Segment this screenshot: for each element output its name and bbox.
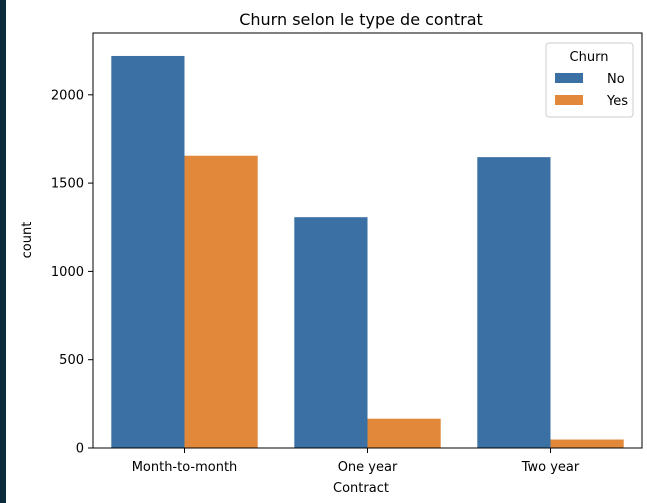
legend-items: No Yes: [555, 72, 628, 109]
chart-figure: Churn selon le type de contrat 0 500 1000 1…: [6, 0, 647, 503]
bar-no-1: [294, 217, 368, 448]
x-axis-label: Contract: [333, 481, 389, 496]
bars-group: [111, 55, 624, 449]
legend-swatch-no: [555, 73, 583, 83]
legend-title: Churn: [570, 50, 609, 65]
x-tick-label: Two year: [521, 460, 580, 475]
x-tick-label: Month-to-month: [132, 460, 238, 475]
plot-frame: [92, 32, 643, 449]
legend-swatch-yes: [555, 95, 583, 105]
chart-title: Churn selon le type de contrat: [239, 10, 483, 29]
bar-yes-0: [184, 155, 258, 448]
bar-no-2: [477, 157, 551, 449]
bar-yes-1: [367, 418, 441, 448]
legend: Churn No Yes: [545, 42, 634, 118]
bar-chart: Churn selon le type de contrat 0 500 1000 1…: [20, 10, 643, 496]
y-tick-label: 0: [76, 442, 84, 457]
legend-label-no: No: [607, 72, 625, 87]
bar-no-0: [111, 55, 185, 448]
bar-yes-2: [550, 439, 624, 448]
y-axis-label: count: [20, 222, 35, 259]
legend-label-yes: Yes: [606, 94, 628, 109]
y-tick-label: 1000: [51, 265, 84, 280]
y-tick-label: 500: [59, 353, 84, 368]
x-axis: Month-to-month One year Two year: [132, 448, 580, 475]
y-tick-label: 1500: [51, 177, 84, 192]
y-tick-label: 2000: [51, 88, 84, 103]
y-axis: 0 500 1000 1500 2000: [51, 88, 93, 457]
x-tick-label: One year: [338, 460, 398, 475]
